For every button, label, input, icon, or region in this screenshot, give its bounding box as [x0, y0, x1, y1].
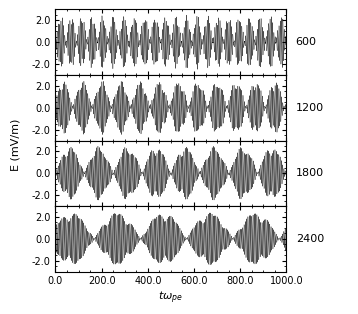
Text: 600: 600	[296, 37, 316, 47]
X-axis label: $t\omega_{pe}$: $t\omega_{pe}$	[159, 289, 183, 306]
Text: 1200: 1200	[296, 103, 324, 113]
Text: E (mV/m): E (mV/m)	[11, 118, 21, 171]
Text: 2400: 2400	[296, 234, 324, 244]
Text: 1800: 1800	[296, 168, 324, 178]
